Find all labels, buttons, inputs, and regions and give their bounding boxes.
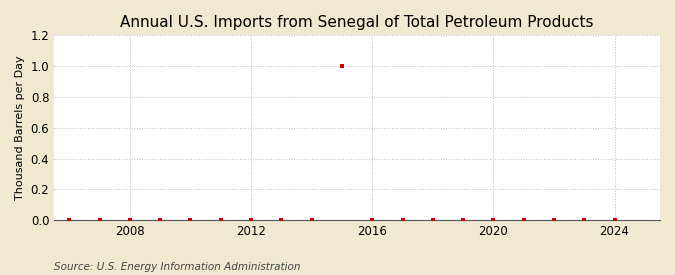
Point [367,218,377,222]
Point [549,218,560,222]
Y-axis label: Thousand Barrels per Day: Thousand Barrels per Day [15,56,25,200]
Point [95,218,105,222]
Point [397,218,408,222]
Point [276,218,287,222]
Point [518,218,529,222]
Point [215,218,226,222]
Title: Annual U.S. Imports from Senegal of Total Petroleum Products: Annual U.S. Imports from Senegal of Tota… [120,15,594,30]
Point [246,218,256,222]
Point [306,218,317,222]
Point [488,218,499,222]
Text: Source: U.S. Energy Information Administration: Source: U.S. Energy Information Administ… [54,262,300,271]
Point [337,64,348,68]
Point [579,218,590,222]
Point [124,218,135,222]
Point [155,218,165,222]
Point [64,218,75,222]
Point [458,218,468,222]
Point [609,218,620,222]
Point [185,218,196,222]
Point [427,218,438,222]
